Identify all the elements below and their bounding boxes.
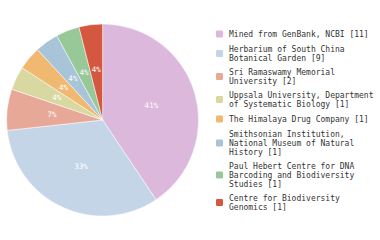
svg-text:National Museum of Natural: National Museum of Natural (229, 139, 354, 148)
svg-text:Studies [1]: Studies [1] (229, 180, 282, 189)
svg-text:Smithsonian Institution,: Smithsonian Institution, (229, 130, 345, 139)
svg-text:4%: 4% (52, 93, 62, 102)
svg-text:The Himalaya Drug Company [1]: The Himalaya Drug Company [1] (229, 115, 369, 124)
svg-text:Botanical Garden [9]: Botanical Garden [9] (229, 54, 325, 63)
svg-text:Herbarium of South China: Herbarium of South China (229, 45, 345, 54)
svg-text:Genomics [1]: Genomics [1] (229, 203, 287, 212)
svg-text:41%: 41% (145, 101, 159, 110)
svg-text:7%: 7% (47, 110, 57, 119)
svg-text:Mined from GenBank, NCBI [11]: Mined from GenBank, NCBI [11] (229, 30, 369, 39)
svg-text:4%: 4% (59, 83, 69, 92)
svg-text:Uppsala University, Department: Uppsala University, Department (229, 91, 374, 100)
svg-text:University [2]: University [2] (229, 77, 296, 86)
svg-text:of Systematic Biology [1]: of Systematic Biology [1] (229, 100, 349, 109)
svg-text:History [1]: History [1] (229, 148, 282, 157)
svg-text:Centre for Biodiversity: Centre for Biodiversity (229, 194, 340, 203)
svg-text:4%: 4% (68, 74, 78, 83)
svg-text:4%: 4% (79, 68, 89, 77)
svg-text:Paul Hebert Centre for DNA: Paul Hebert Centre for DNA (229, 162, 354, 171)
svg-text:Barcoding and Biodiversity: Barcoding and Biodiversity (229, 171, 354, 180)
svg-text:4%: 4% (92, 65, 102, 74)
svg-text:Sri Ramaswamy Memorial: Sri Ramaswamy Memorial (229, 68, 335, 77)
svg-text:33%: 33% (74, 162, 88, 171)
